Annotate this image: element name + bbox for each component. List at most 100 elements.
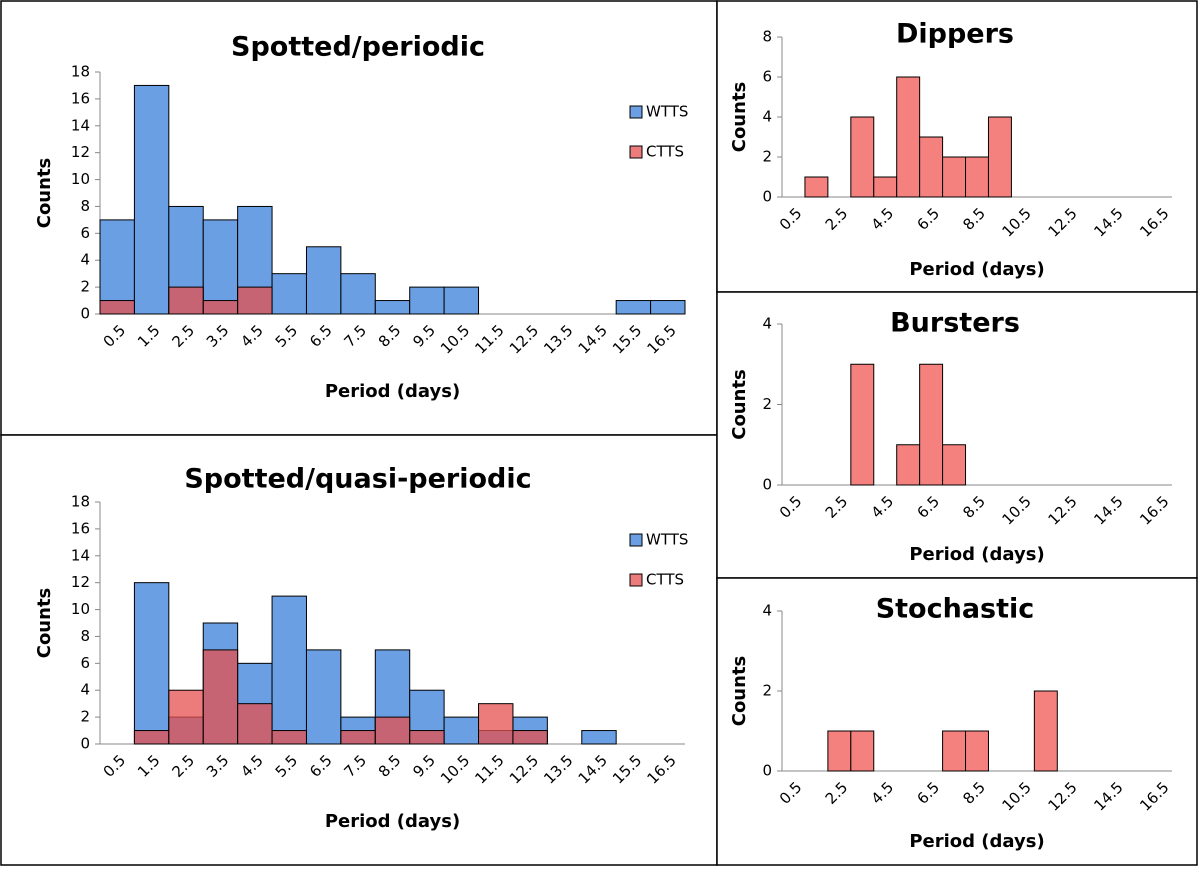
panel bbox=[0, 434, 718, 866]
bar bbox=[202, 219, 239, 315]
y-tick-label: 4 bbox=[762, 108, 772, 126]
x-axis-label: Period (days) bbox=[325, 811, 460, 832]
chart-title: Dippers bbox=[896, 19, 1014, 50]
bar bbox=[850, 363, 875, 486]
y-tick-label: 4 bbox=[80, 681, 90, 699]
bar bbox=[409, 730, 445, 745]
bar bbox=[271, 273, 307, 315]
bar bbox=[965, 730, 989, 772]
y-tick-label: 8 bbox=[762, 28, 772, 46]
bar bbox=[478, 703, 514, 745]
legend-label: CTTS bbox=[646, 571, 684, 589]
bar bbox=[443, 286, 480, 315]
bar bbox=[942, 444, 967, 486]
x-axis-label: Period (days) bbox=[909, 544, 1044, 565]
bar bbox=[133, 582, 170, 745]
x-axis-label: Period (days) bbox=[909, 259, 1044, 280]
y-tick-label: 10 bbox=[71, 600, 90, 618]
y-tick-label: 4 bbox=[80, 251, 90, 269]
legend-label: WTTS bbox=[646, 531, 688, 549]
panel bbox=[0, 0, 718, 436]
y-tick-label: 0 bbox=[762, 476, 772, 494]
bar bbox=[305, 649, 342, 745]
bar bbox=[374, 716, 411, 745]
legend-swatch bbox=[629, 145, 643, 159]
y-axis-label: Counts bbox=[729, 656, 750, 727]
y-tick-label: 14 bbox=[71, 116, 90, 134]
bar bbox=[581, 730, 617, 745]
legend-label: CTTS bbox=[646, 143, 684, 161]
bar bbox=[987, 116, 1012, 198]
legend-swatch bbox=[629, 573, 643, 587]
y-tick-label: 2 bbox=[762, 682, 772, 700]
bar bbox=[896, 76, 921, 198]
y-tick-label: 16 bbox=[71, 519, 90, 537]
y-axis-label: Counts bbox=[34, 158, 55, 229]
bar bbox=[919, 363, 944, 486]
y-tick-label: 8 bbox=[80, 197, 90, 215]
y-tick-label: 12 bbox=[71, 573, 90, 591]
bar bbox=[650, 300, 686, 315]
bar bbox=[99, 300, 135, 315]
bar bbox=[409, 286, 445, 315]
y-tick-label: 6 bbox=[762, 68, 772, 86]
y-tick-label: 16 bbox=[71, 89, 90, 107]
panel bbox=[716, 291, 1198, 579]
bar bbox=[965, 156, 989, 198]
y-tick-label: 10 bbox=[71, 170, 90, 188]
bar bbox=[1033, 690, 1058, 772]
x-axis-label: Period (days) bbox=[325, 381, 460, 402]
bar bbox=[512, 730, 548, 745]
y-tick-label: 0 bbox=[762, 188, 772, 206]
y-tick-label: 4 bbox=[762, 315, 772, 333]
y-tick-label: 18 bbox=[71, 493, 90, 511]
bar bbox=[168, 689, 204, 745]
bar bbox=[374, 300, 411, 315]
bar bbox=[443, 716, 480, 745]
chart-title: Spotted/periodic bbox=[231, 32, 485, 63]
chart-title: Bursters bbox=[890, 308, 1020, 339]
bar bbox=[919, 136, 944, 198]
bar bbox=[942, 730, 967, 772]
panel bbox=[716, 0, 1198, 293]
bar bbox=[896, 444, 921, 486]
bar bbox=[340, 730, 376, 745]
bar bbox=[340, 273, 376, 315]
bar bbox=[202, 649, 239, 745]
y-tick-label: 12 bbox=[71, 143, 90, 161]
bar bbox=[305, 246, 342, 315]
panel bbox=[716, 577, 1198, 866]
y-tick-label: 2 bbox=[762, 395, 772, 413]
bar bbox=[271, 730, 307, 745]
y-tick-label: 6 bbox=[80, 224, 90, 242]
y-tick-label: 2 bbox=[80, 278, 90, 296]
y-tick-label: 6 bbox=[80, 654, 90, 672]
y-tick-label: 14 bbox=[71, 546, 90, 564]
y-tick-label: 4 bbox=[762, 602, 772, 620]
bar bbox=[850, 730, 875, 772]
bar bbox=[271, 595, 307, 745]
legend-swatch bbox=[629, 533, 643, 547]
bar bbox=[873, 176, 898, 198]
bar bbox=[942, 156, 967, 198]
legend-swatch bbox=[629, 105, 643, 119]
y-tick-label: 0 bbox=[80, 735, 90, 753]
bar bbox=[133, 730, 170, 745]
bar bbox=[804, 176, 829, 198]
y-axis-label: Counts bbox=[729, 369, 750, 440]
chart-title: Spotted/quasi-periodic bbox=[184, 464, 531, 495]
y-tick-label: 18 bbox=[71, 63, 90, 81]
y-tick-label: 2 bbox=[762, 148, 772, 166]
y-tick-label: 0 bbox=[80, 305, 90, 323]
chart-title: Stochastic bbox=[876, 594, 1035, 625]
bar bbox=[827, 730, 852, 772]
x-axis-label: Period (days) bbox=[909, 831, 1044, 852]
bar bbox=[202, 300, 239, 315]
bar bbox=[237, 703, 273, 745]
y-tick-label: 2 bbox=[80, 708, 90, 726]
bar bbox=[850, 116, 875, 198]
y-axis-label: Counts bbox=[34, 588, 55, 659]
y-tick-label: 8 bbox=[80, 627, 90, 645]
y-axis-label: Counts bbox=[729, 82, 750, 153]
